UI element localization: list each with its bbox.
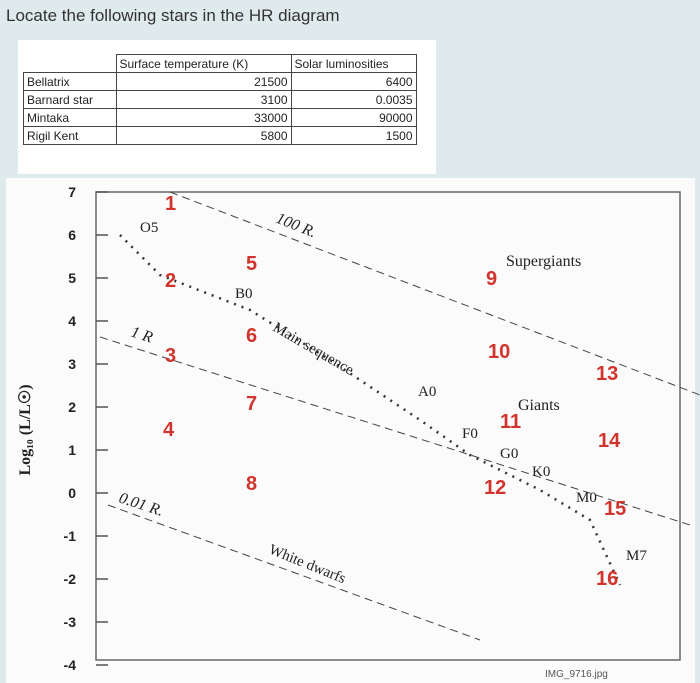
- star-number: 4: [163, 419, 175, 441]
- spectral-class: G0: [500, 446, 518, 462]
- file-name: IMG_9716.jpg: [545, 669, 608, 680]
- y-tick-label: 3: [68, 356, 76, 372]
- star-name: Bellatrix: [23, 72, 117, 91]
- radius-line: [107, 504, 481, 641]
- star-name: Barnard star: [23, 90, 117, 109]
- table-row: Mintaka 33000 90000: [23, 108, 417, 127]
- star-number: 13: [596, 363, 618, 385]
- y-tick-label: -4: [64, 657, 77, 673]
- y-tick-label: 0: [68, 485, 76, 501]
- table-row: Barnard star 3100 0.0035: [23, 90, 417, 109]
- y-tick-label: -3: [64, 614, 77, 630]
- y-tick-label: 4: [68, 313, 76, 329]
- spectral-class: M7: [626, 548, 647, 564]
- star-number: 15: [604, 498, 626, 520]
- photo: [6, 178, 695, 683]
- star-number: 14: [598, 430, 621, 452]
- plot-frame: [95, 191, 681, 661]
- spectral-class: B0: [235, 286, 253, 302]
- spectral-class: O5: [140, 220, 158, 236]
- spectral-class: K0: [532, 464, 550, 480]
- spectral-class: M0: [576, 490, 597, 506]
- value-cell: 5800: [115, 126, 292, 145]
- y-tick-label: -2: [64, 571, 77, 587]
- star-table: Surface temperature (K) Solar luminositi…: [23, 54, 417, 145]
- star-number: 6: [246, 325, 257, 347]
- region-label: Giants: [518, 397, 560, 414]
- star-number: 7: [246, 393, 257, 415]
- y-axis-label: Log₁₀ (L/L☉): [17, 384, 34, 475]
- star-number: 9: [486, 268, 497, 290]
- star-number: 8: [246, 473, 257, 495]
- spectral-class: F0: [462, 426, 478, 442]
- star-number: 16: [596, 568, 618, 590]
- star-number: 1: [165, 193, 176, 215]
- star-number: 12: [484, 477, 506, 499]
- y-tick-label: 6: [68, 227, 76, 243]
- star-number: 5: [246, 253, 257, 275]
- y-tick-label: 7: [68, 184, 76, 200]
- radius-label: 1 R: [129, 324, 155, 347]
- y-tick-label: -1: [64, 528, 77, 544]
- value-cell: 0.0035: [290, 90, 417, 109]
- star-number: 11: [500, 411, 521, 433]
- y-tick-label: 1: [68, 442, 76, 458]
- radius-line: [169, 191, 700, 396]
- header-cell: Surface temperature (K): [115, 54, 292, 73]
- star-number: 2: [165, 270, 176, 292]
- main-sequence: [119, 234, 622, 586]
- table-card: Surface temperature (K) Solar luminositi…: [18, 40, 436, 174]
- y-tick-label: 5: [68, 270, 76, 286]
- star-number: 3: [165, 345, 176, 367]
- region-label: Supergiants: [506, 253, 581, 270]
- star-name: Rigil Kent: [23, 126, 117, 145]
- table-row: Rigil Kent 5800 1500: [23, 126, 417, 145]
- y-tick-label: 2: [68, 399, 76, 415]
- star-number: 10: [488, 341, 510, 363]
- value-cell: 1500: [290, 126, 417, 145]
- spectral-class: A0: [418, 384, 436, 400]
- question-title: Locate the following stars in the HR dia…: [6, 6, 340, 25]
